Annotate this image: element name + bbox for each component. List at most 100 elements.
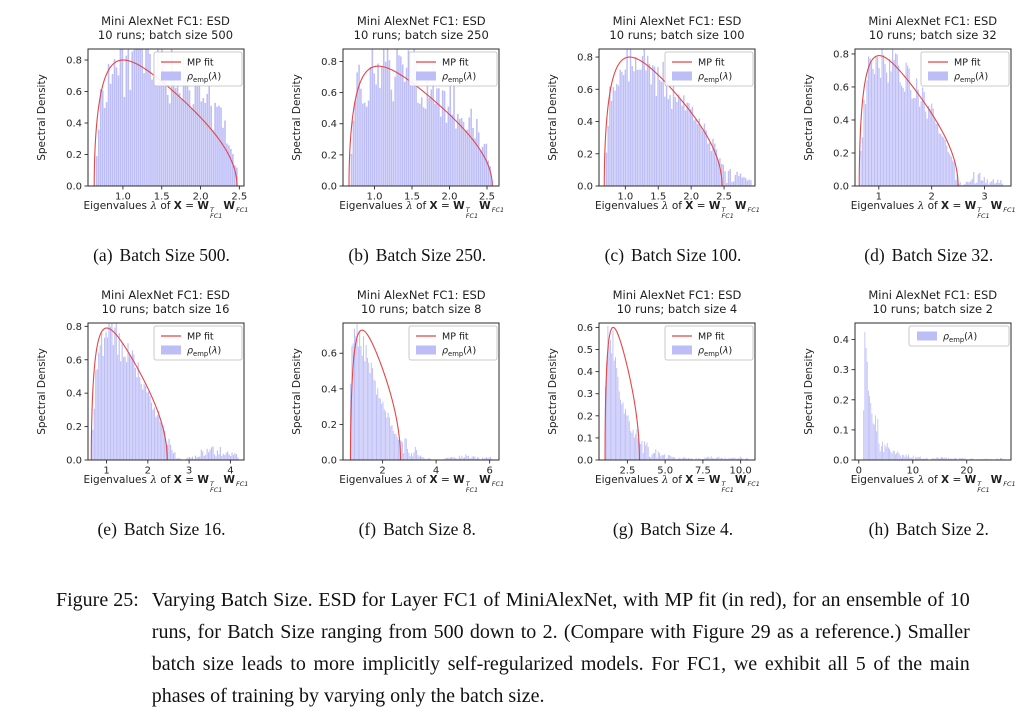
legend-hist-swatch — [416, 345, 437, 355]
xlabel-sup-T: T — [465, 480, 470, 488]
xlabel-sup-T: T — [721, 480, 726, 488]
legend-hist-swatch — [927, 71, 948, 81]
legend-box: MP fit ρemp(λ) — [664, 51, 754, 87]
y-tick-label: 0.0 — [577, 182, 593, 193]
y-tick-label: 0.2 — [577, 411, 593, 422]
x-axis-label: Eigenvalues λ of X = W T FC1 WFC1 — [287, 474, 504, 494]
xlabel-sup-T: T — [465, 206, 470, 214]
xlabel-sub-FC1: FC1 — [209, 486, 223, 494]
mp-fit-curve — [90, 327, 168, 461]
xlabel-W1-scripts: T FC1 — [209, 481, 223, 494]
plot-title-line1: Mini AlexNet FC1: ESD — [612, 14, 742, 28]
plot-title-line2: 10 runs; batch size 32 — [868, 28, 997, 42]
y-tick-label: 0.6 — [321, 88, 337, 99]
plot-title: Mini AlexNet FC1: ESD 10 runs; batch siz… — [287, 14, 503, 42]
xlabel-pre: Eigenvalues — [850, 200, 918, 212]
plot-title: Mini AlexNet FC1: ESD 10 runs; batch siz… — [799, 288, 1015, 316]
subplot-inner: Mini AlexNet FC1: ESD 10 runs; batch siz… — [32, 288, 249, 540]
x-tick-label: 20 — [960, 466, 973, 477]
x-tick-label: 5.0 — [657, 466, 673, 477]
xlabel-sup-T: T — [977, 206, 982, 214]
x-axis-ticks — [878, 186, 985, 190]
y-axis-label: Spectral Density — [803, 348, 815, 435]
xlabel-eq: = — [437, 200, 454, 212]
panel-caption-text: Batch Size 4. — [640, 519, 734, 539]
histogram-bars — [863, 332, 1005, 460]
x-tick-label: 3 — [185, 466, 191, 477]
panel-caption: (h) Batch Size 2. — [799, 519, 1015, 540]
y-tick-label: 0.8 — [833, 49, 849, 60]
y-tick-label: 0.5 — [577, 345, 593, 356]
xlabel-sub-FC1: FC1 — [721, 212, 734, 220]
y-axis-ticks — [595, 56, 599, 187]
plot-title: Mini AlexNet FC1: ESD 10 runs; batch siz… — [287, 288, 503, 316]
xlabel-sub-FC1: FC1 — [721, 486, 734, 494]
axes-frame — [854, 322, 1012, 461]
x-axis-ticks — [121, 186, 240, 190]
y-tick-label: 0.4 — [833, 335, 849, 346]
xlabel-eq: = — [181, 474, 198, 486]
legend-box: MP fit ρemp(λ) — [408, 51, 498, 87]
mp-fit-curve — [603, 56, 723, 187]
plot-title-line1: Mini AlexNet FC1: ESD — [101, 288, 230, 302]
plot-svg: 1.0 1.5 2.0 2.5 0.0 0.2 0.4 0.6 0.8 Spectral Dens… — [547, 48, 756, 202]
xlabel-of: of — [156, 200, 174, 212]
xlabel-W2: W — [990, 200, 1003, 212]
y-tick-label: 0.0 — [577, 456, 593, 467]
legend-box: MP fit ρemp(λ) — [664, 325, 754, 361]
y-tick-label: 0.2 — [577, 149, 593, 160]
y-tick-label: 0.0 — [66, 182, 82, 193]
xlabel-sub-FC1: FC1 — [465, 486, 479, 494]
legend-rho-label: ρemp(λ) — [187, 72, 221, 84]
plot-title-line2: 10 runs; batch size 8 — [360, 302, 482, 316]
subplot-grid-row1: Mini AlexNet FC1: ESD 10 runs; batch siz… — [0, 14, 1023, 266]
y-axis-ticks — [595, 326, 599, 461]
y-axis-label: Spectral Density — [36, 348, 48, 435]
legend-box: ρemp(λ) — [908, 325, 1010, 347]
panel-caption-text: Batch Size 2. — [896, 519, 989, 539]
xlabel-lambda: λ — [917, 200, 925, 212]
xlabel-eq: = — [949, 474, 965, 486]
plot-title-line1: Mini AlexNet FC1: ESD — [356, 288, 486, 302]
xlabel-pre: Eigenvalues — [339, 200, 407, 212]
legend-rho-label: ρemp(λ) — [943, 332, 977, 344]
x-tick-label: 2 — [144, 466, 150, 477]
subplot-c: Mini AlexNet FC1: ESD 10 runs; batch siz… — [512, 14, 767, 266]
x-tick-label: 1.0 — [367, 192, 383, 203]
y-tick-label: 0.6 — [321, 349, 337, 360]
xlabel-X: X — [685, 200, 694, 212]
xlabel-X: X — [173, 474, 182, 486]
xlabel-pre: Eigenvalues — [595, 200, 662, 212]
xlabel-lambda: λ — [150, 200, 157, 212]
xlabel-of: of — [412, 474, 430, 486]
y-tick-label: 0.2 — [66, 422, 82, 433]
legend-box: MP fit ρemp(λ) — [920, 51, 1010, 87]
xlabel-W1-scripts: T FC1 — [465, 480, 479, 494]
x-tick-label: 1.5 — [404, 192, 420, 203]
y-axis-label: Spectral Density — [803, 74, 815, 161]
x-axis-label: Eigenvalues λ of X = W T FC1 WFC1 — [543, 474, 760, 494]
plot-svg: 1 2 3 4 0.0 0.2 0.4 0.6 0.8 Spectral Density MP fi… — [36, 322, 244, 477]
subplot-e: Mini AlexNet FC1: ESD 10 runs; batch siz… — [0, 288, 255, 540]
x-tick-label: 10 — [906, 466, 919, 477]
mp-fit-curve — [348, 65, 494, 187]
y-tick-label: 0.0 — [321, 182, 337, 193]
panel-caption-letter: (f) — [358, 519, 377, 539]
x-axis-label: Eigenvalues λ of X = W T FC1 WFC1 — [799, 474, 1016, 493]
panel-caption: (c) Batch Size 100. — [543, 245, 759, 266]
xlabel-sup-T: T — [977, 480, 982, 488]
xlabel-W2-sub-FC1: FC1 — [491, 206, 505, 214]
x-tick-label: 4 — [227, 466, 233, 477]
xlabel-W1: W — [964, 474, 977, 486]
panel-caption: (b) Batch Size 250. — [287, 245, 503, 266]
xlabel-X: X — [685, 474, 694, 486]
x-tick-label: 2.0 — [192, 192, 208, 203]
figure-caption-label: Figure 25: — [56, 589, 139, 611]
y-axis-label: Spectral Density — [291, 348, 303, 435]
legend-hist-swatch — [160, 71, 181, 81]
xlabel-lambda: λ — [661, 474, 669, 486]
y-tick-label: 0.8 — [321, 57, 337, 68]
plot-title-line1: Mini AlexNet FC1: ESD — [868, 288, 998, 302]
panel-caption-letter: (d) — [864, 245, 885, 265]
x-axis-ticks — [374, 186, 488, 190]
